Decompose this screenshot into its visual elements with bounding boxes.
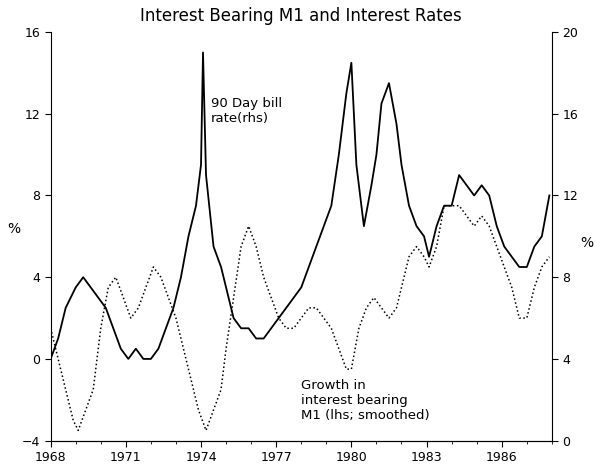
- Text: 90 Day bill
rate(rhs): 90 Day bill rate(rhs): [211, 97, 282, 125]
- Title: Interest Bearing M1 and Interest Rates: Interest Bearing M1 and Interest Rates: [140, 7, 462, 25]
- Y-axis label: %: %: [580, 236, 593, 251]
- Y-axis label: %: %: [7, 222, 20, 236]
- Text: Growth in
interest bearing
M1 (lhs; smoothed): Growth in interest bearing M1 (lhs; smoo…: [301, 379, 430, 422]
